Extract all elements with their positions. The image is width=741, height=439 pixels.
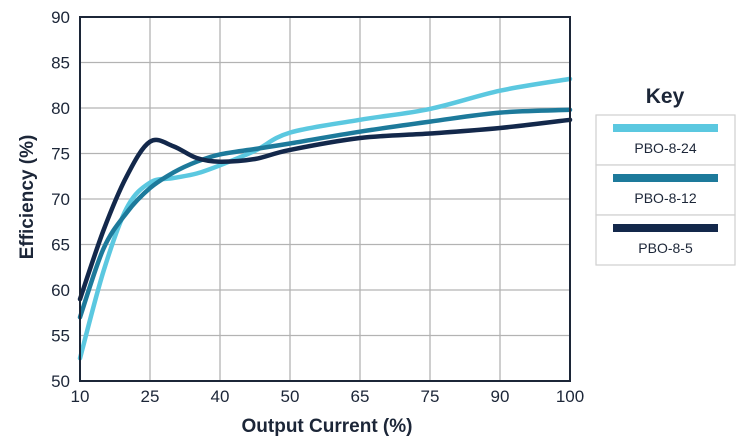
x-tick-label: 75: [421, 387, 440, 406]
x-tick-label: 100: [556, 387, 584, 406]
series-line-pbo-8-12: [77, 107, 573, 320]
x-tick-label: 25: [141, 387, 160, 406]
legend-label: PBO-8-5: [638, 240, 693, 256]
legend-label: PBO-8-12: [634, 190, 696, 206]
y-tick-label: 55: [51, 327, 70, 346]
legend-title: Key: [646, 85, 685, 108]
x-tick-label: 90: [491, 387, 510, 406]
legend-swatch: [613, 124, 718, 132]
y-axis-title: Efficiency (%): [17, 135, 38, 260]
y-tick-label: 75: [51, 145, 70, 164]
y-tick-label: 50: [51, 372, 70, 391]
y-tick-label: 60: [51, 281, 70, 300]
series-lines: [77, 76, 573, 361]
x-axis-title: Output Current (%): [242, 416, 413, 437]
plot-frame: [79, 16, 571, 382]
y-tick-label: 90: [51, 8, 70, 27]
series-line-pbo-8-5: [77, 117, 573, 302]
legend-label: PBO-8-24: [634, 140, 696, 156]
y-tick-label: 65: [51, 236, 70, 255]
x-axis-ticks: 10 25 40 50 65 75 90 100: [71, 387, 585, 406]
legend-item-box: [595, 214, 736, 266]
x-tick-label: 10: [71, 387, 90, 406]
x-tick-label: 65: [351, 387, 370, 406]
legend-swatch: [613, 174, 718, 182]
x-tick-label: 40: [211, 387, 230, 406]
legend-item-box: [595, 114, 736, 166]
legend-item-box: [595, 164, 736, 216]
grid: [79, 16, 571, 382]
series-line-pbo-8-24: [77, 76, 573, 361]
legend-swatch: [613, 224, 718, 232]
y-tick-label: 80: [51, 99, 70, 118]
y-axis-ticks: 50 55 60 65 70 75 80 85 90: [51, 8, 70, 391]
y-tick-label: 85: [51, 54, 70, 73]
legend: Key PBO-8-24 PBO-8-12 PBO-8-5: [595, 85, 736, 266]
y-tick-label: 70: [51, 190, 70, 209]
x-tick-label: 50: [281, 387, 300, 406]
